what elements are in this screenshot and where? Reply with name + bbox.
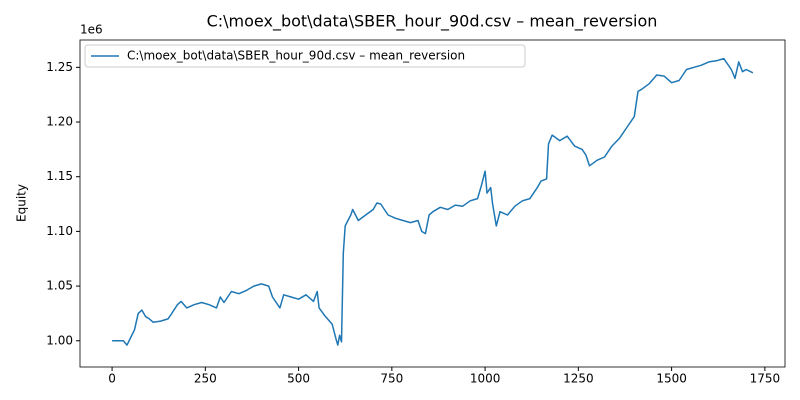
y-tick-label: 1.25 [46,60,73,74]
x-tick-label: 0 [108,372,116,386]
x-tick-label: 1750 [750,372,781,386]
line [112,57,754,346]
y-offset-label: 1e6 [80,23,103,37]
y-tick-label: 1.20 [46,115,73,129]
y-axis-label: Equity [15,184,29,222]
y-tick-label: 1.05 [46,279,73,293]
x-tick-label: 500 [287,372,310,386]
x-tick-label: 1500 [656,372,687,386]
plot-frame [79,39,786,368]
y-tick-label: 1.00 [46,333,73,347]
x-tick-label: 1250 [563,372,594,386]
x-tick-label: 750 [380,372,403,386]
legend-label: C:\moex_bot\data\SBER_hour_90d.csv – mea… [127,49,465,63]
x-tick-label: 1000 [470,372,501,386]
chart-title: C:\moex_bot\data\SBER_hour_90d.csv – mea… [207,12,658,32]
y-tick-label: 1.10 [46,224,73,238]
y-tick-label: 1.15 [46,169,73,183]
x-tick-label: 250 [194,372,217,386]
legend-box [84,44,526,68]
